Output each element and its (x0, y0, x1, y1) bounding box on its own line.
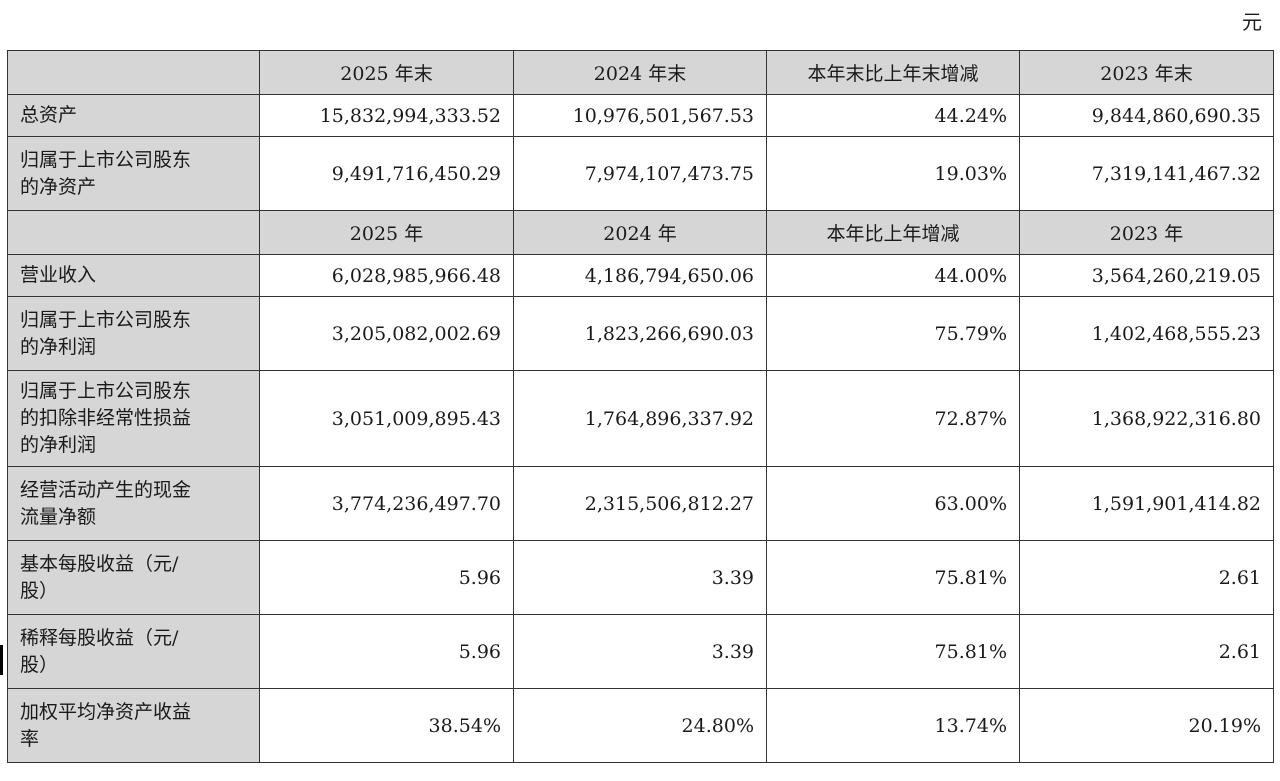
cell-v2023: 1,591,901,414.82 (1019, 466, 1274, 541)
row-label-line: 经营活动产生的现金 (20, 478, 192, 501)
cell-v2025: 9,491,716,450.29 (259, 136, 514, 211)
table-row: 归属于上市公司股东 的净利润 3,205,082,002.69 1,823,266,6… (7, 296, 1274, 371)
column-header: 2023 年末 (1019, 50, 1274, 95)
cell-v2024: 1,823,266,690.03 (513, 296, 767, 371)
cell-v2025: 6,028,985,966.48 (259, 254, 514, 297)
row-label: 总资产 (7, 94, 260, 137)
row-label-line: 股） (20, 579, 59, 602)
cell-v2025: 3,051,009,895.43 (259, 370, 514, 467)
cell-v2023: 2.61 (1019, 614, 1274, 689)
cell-change: 13.74% (766, 688, 1020, 763)
left-edge-marker (0, 645, 3, 675)
cell-v2024: 2,315,506,812.27 (513, 466, 767, 541)
unit-label: 元 (1242, 10, 1262, 34)
cell-change: 19.03% (766, 136, 1020, 211)
cell-change: 63.00% (766, 466, 1020, 541)
cell-v2025: 3,205,082,002.69 (259, 296, 514, 371)
cell-v2023: 1,368,922,316.80 (1019, 370, 1274, 467)
row-label-line: 的净利润 (20, 434, 97, 456)
row-label-line: 总资产 (20, 104, 78, 126)
cell-v2024: 4,186,794,650.06 (513, 254, 767, 297)
cell-v2025: 15,832,994,333.52 (259, 94, 514, 137)
cell-v2024: 3.39 (513, 540, 767, 615)
cell-v2023: 3,564,260,219.05 (1019, 254, 1274, 297)
cell-v2025: 38.54% (259, 688, 514, 763)
table-row: 加权平均净资产收益率 38.54% 24.80% 13.74% 20.19% (7, 688, 1274, 763)
cell-v2025: 5.96 (259, 614, 514, 689)
table-row: 经营活动产生的现金 流量净额 3,774,236,497.70 2,315,506,8… (7, 466, 1274, 541)
row-label-line: 加权平均净资产收益 (20, 700, 192, 723)
cell-v2024: 1,764,896,337.92 (513, 370, 767, 467)
row-label-line: 的扣除非经常性损益 (20, 407, 192, 429)
cell-change: 75.81% (766, 540, 1020, 615)
header-row: 2025 年末 2024 年末 本年末比上年末增减 2023 年末 (7, 50, 1274, 95)
cell-v2024: 7,974,107,473.75 (513, 136, 767, 211)
row-label-line: 的净资产 (20, 175, 97, 198)
row-label: 稀释每股收益（元/股） (7, 614, 260, 689)
column-header: 本年比上年增减 (766, 210, 1020, 255)
column-header (7, 210, 260, 255)
row-label-line: 营业收入 (20, 264, 97, 286)
table-row: 总资产 15,832,994,333.52 10,976,501,567.53 44.… (7, 94, 1274, 137)
table-row: 归属于上市公司股东 的净资产 9,491,716,450.29 7,974,107,4… (7, 136, 1274, 211)
table-row: 营业收入 6,028,985,966.48 4,186,794,650.06 44.0… (7, 254, 1274, 297)
row-label: 基本每股收益（元/股） (7, 540, 260, 615)
row-label-line: 流量净额 (20, 505, 97, 528)
table-row: 归属于上市公司股东 的扣除非经常性损益 的净利润 3,051,009,895.43 1,… (7, 370, 1274, 467)
row-label: 经营活动产生的现金 流量净额 (7, 466, 260, 541)
cell-v2023: 7,319,141,467.32 (1019, 136, 1274, 211)
table-row: 稀释每股收益（元/股） 5.96 3.39 75.81% 2.61 (7, 614, 1274, 689)
column-header: 2025 年末 (259, 50, 514, 95)
column-header (7, 50, 260, 95)
cell-change: 72.87% (766, 370, 1020, 467)
column-header: 2023 年 (1019, 210, 1274, 255)
cell-v2023: 9,844,860,690.35 (1019, 94, 1274, 137)
cell-change: 75.81% (766, 614, 1020, 689)
row-label: 营业收入 (7, 254, 260, 297)
column-header: 2025 年 (259, 210, 514, 255)
header-row: 2025 年 2024 年本年比上年增减 2023 年 (7, 210, 1274, 255)
row-label-line: 归属于上市公司股东 (20, 380, 192, 402)
column-header: 2024 年 (513, 210, 767, 255)
table-row: 基本每股收益（元/股） 5.96 3.39 75.81% 2.61 (7, 540, 1274, 615)
row-label: 归属于上市公司股东 的净利润 (7, 296, 260, 371)
row-label-line: 股） (20, 653, 59, 676)
cell-v2023: 1,402,468,555.23 (1019, 296, 1274, 371)
row-label-line: 归属于上市公司股东 (20, 148, 192, 171)
row-label-line: 基本每股收益（元/ (20, 552, 179, 575)
row-label-line: 稀释每股收益（元/ (20, 626, 179, 649)
cell-v2023: 20.19% (1019, 688, 1274, 763)
cell-change: 75.79% (766, 296, 1020, 371)
cell-v2024: 3.39 (513, 614, 767, 689)
row-label: 归属于上市公司股东 的净资产 (7, 136, 260, 211)
cell-change: 44.24% (766, 94, 1020, 137)
row-label: 归属于上市公司股东 的扣除非经常性损益 的净利润 (7, 370, 260, 467)
cell-v2025: 5.96 (259, 540, 514, 615)
cell-v2024: 24.80% (513, 688, 767, 763)
row-label-line: 率 (20, 727, 40, 750)
row-label-line: 归属于上市公司股东 (20, 308, 192, 331)
cell-v2024: 10,976,501,567.53 (513, 94, 767, 137)
cell-v2025: 3,774,236,497.70 (259, 466, 514, 541)
row-label-line: 的净利润 (20, 335, 97, 358)
cell-v2023: 2.61 (1019, 540, 1274, 615)
financial-summary-table: 2025 年末 2024 年末 本年末比上年末增减 2023 年末总资产 15,832,… (7, 50, 1274, 763)
row-label: 加权平均净资产收益率 (7, 688, 260, 763)
cell-change: 44.00% (766, 254, 1020, 297)
column-header: 2024 年末 (513, 50, 767, 95)
column-header: 本年末比上年末增减 (766, 50, 1020, 95)
